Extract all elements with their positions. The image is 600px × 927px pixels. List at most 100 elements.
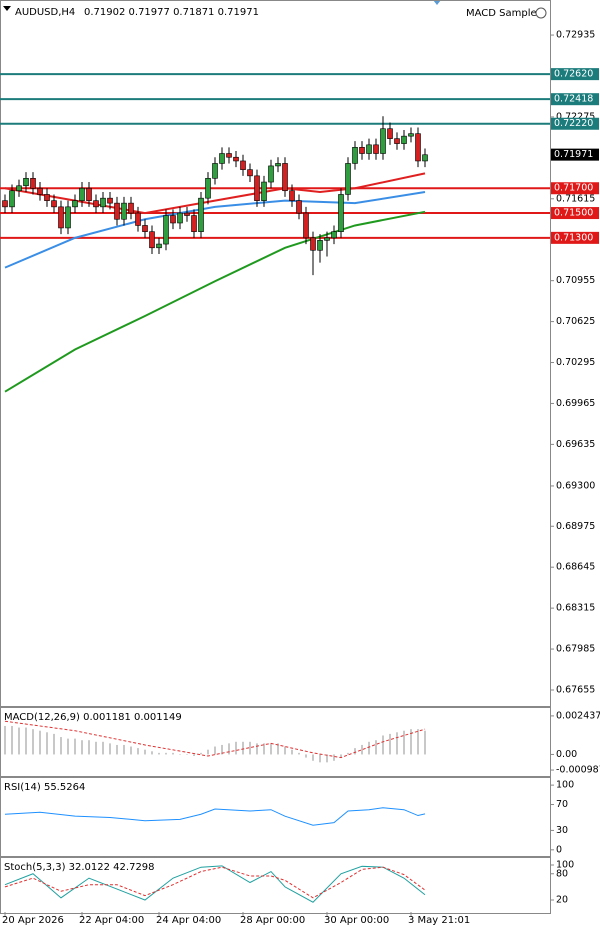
symbol-title: AUDUSD,H4 [15, 7, 75, 18]
level-label-box [551, 231, 599, 244]
macd-bar [109, 743, 111, 755]
candle-body [324, 237, 330, 241]
macd-bar [242, 741, 244, 755]
candle-body [128, 202, 134, 214]
macd-bar [179, 754, 181, 755]
y-tick-label: 100 [556, 780, 574, 791]
macd-bar [347, 752, 349, 755]
candle-body [51, 200, 57, 208]
macd-bar [424, 730, 426, 755]
y-tick-label: 0.69965 [556, 398, 595, 409]
candle-body [114, 202, 120, 220]
indicator-line [4, 190, 426, 269]
macd-bar [32, 729, 34, 755]
indicator-line [4, 210, 426, 393]
level-label-box [551, 117, 599, 130]
macd-bar [277, 743, 279, 755]
candle-body [135, 212, 141, 226]
x-tick-label: 22 Apr 04:00 [79, 915, 144, 926]
macd-bar [4, 725, 6, 755]
y-tick-label: 0.68315 [556, 603, 595, 614]
candle-body [149, 231, 155, 249]
macd-bar [263, 743, 265, 755]
candle-body [247, 169, 253, 177]
macd-bar [417, 729, 419, 755]
macd-bar [123, 744, 125, 755]
candle-body [37, 187, 43, 195]
candle-body [65, 206, 71, 229]
macd-bar [319, 754, 321, 763]
y-tick-label: 0.72275 [556, 111, 595, 122]
candle-body [100, 197, 106, 208]
panel-title: Stoch(5,3,3) 32.0122 42.7298 [4, 862, 155, 873]
symbol-menu-arrow[interactable] [3, 6, 11, 11]
x-tick-label: 30 Apr 00:00 [324, 915, 389, 926]
macd-bar [88, 740, 90, 755]
last-price-label: 0.71971 [554, 149, 593, 160]
indicator-line [4, 865, 426, 903]
candle-body [72, 200, 78, 208]
panel-title: MACD(12,26,9) 0.001181 0.001149 [4, 712, 182, 723]
panel-title: RSI(14) 55.5264 [4, 782, 85, 793]
candle-body [226, 153, 232, 158]
candle-body [422, 154, 428, 162]
y-tick-label: 0.68975 [556, 521, 595, 532]
y-tick-label: 80 [556, 868, 568, 879]
candle-body [359, 147, 365, 154]
macd-bar [410, 729, 412, 755]
candle-body [156, 243, 162, 249]
candle-body [261, 181, 267, 201]
macd-bar [25, 727, 27, 755]
indicator-line [4, 720, 426, 759]
candle-body [191, 215, 197, 232]
candle-body [163, 215, 169, 245]
y-tick-label: 0.72935 [556, 30, 595, 41]
y-tick-label: 0.69300 [556, 480, 595, 491]
last-price-box [551, 148, 599, 161]
candle-body [44, 194, 50, 201]
candle-body [289, 190, 295, 201]
candle-body [380, 128, 386, 154]
macd-bar [53, 733, 55, 755]
macd-bar [375, 740, 377, 755]
macd-bar [333, 754, 335, 761]
candle-body [331, 231, 337, 239]
candle-body [177, 212, 183, 224]
expert-icon[interactable] [535, 7, 547, 19]
level-label-box [551, 207, 599, 220]
macd-bar [270, 743, 272, 755]
candle-body [310, 237, 316, 251]
candle-body [86, 187, 92, 201]
y-tick-label: 20 [556, 895, 568, 906]
candle-body [23, 178, 29, 187]
candle-body [170, 215, 176, 224]
macd-bar [207, 749, 209, 755]
macd-bar [46, 732, 48, 755]
y-tick-label: 0.70295 [556, 357, 595, 368]
y-tick-label: 0.70955 [556, 275, 595, 286]
macd-bar [95, 741, 97, 755]
candle-body [93, 200, 99, 208]
candle-body [79, 187, 85, 201]
level-label: 0.72620 [554, 69, 593, 80]
y-tick-label: -0.000987 [556, 765, 600, 776]
candle-body [212, 163, 218, 179]
macd-bar [228, 743, 230, 755]
candle-body [268, 165, 274, 183]
expert-name: MACD Sample [466, 8, 537, 19]
indicator-line [4, 866, 426, 899]
y-tick-label: 0 [556, 844, 562, 855]
macd-bar [354, 748, 356, 755]
macd-bar [186, 754, 188, 755]
level-label-box [551, 68, 599, 81]
macd-bar [235, 741, 237, 755]
y-tick-label: 30 [556, 825, 568, 836]
y-tick-label: 0.71615 [556, 193, 595, 204]
candle-body [16, 185, 22, 192]
candle-body [233, 156, 239, 162]
candle-body [9, 190, 15, 208]
indicator-line [4, 807, 426, 826]
candle-body [30, 178, 36, 189]
